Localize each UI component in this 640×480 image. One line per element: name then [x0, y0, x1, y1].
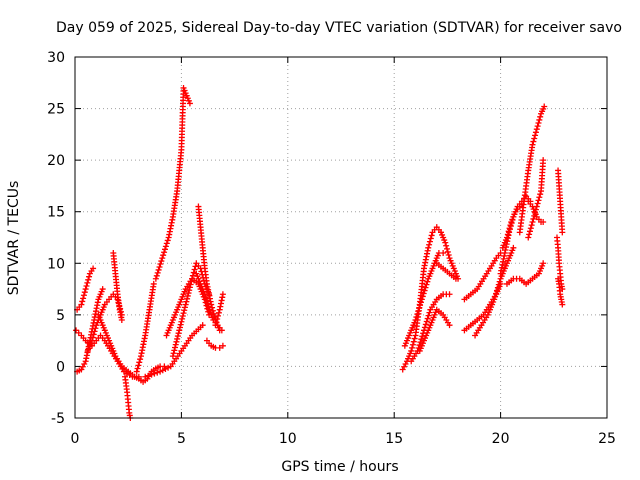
- data-point-markers: [433, 260, 459, 282]
- data-point-markers: [95, 311, 142, 380]
- x-tick-label: 0: [71, 431, 80, 447]
- series-track-25: [472, 244, 517, 339]
- series-track-30: [516, 103, 548, 236]
- data-point-markers: [461, 249, 504, 303]
- data-point-markers: [401, 249, 447, 349]
- data-marks: [73, 84, 566, 421]
- series-track-31: [525, 157, 547, 241]
- series-track-3: [74, 265, 97, 313]
- series-track-8: [131, 363, 168, 385]
- series-track-7: [122, 373, 134, 421]
- data-point-markers: [472, 244, 517, 339]
- data-point-markers: [438, 229, 462, 282]
- data-point-markers: [553, 234, 566, 293]
- chart-title: Day 059 of 2025, Sidereal Day-to-day VTE…: [56, 20, 622, 36]
- series-track-19: [401, 249, 447, 349]
- series-track-34: [555, 275, 566, 308]
- series-track-32: [555, 167, 566, 236]
- series-track-21: [416, 306, 453, 354]
- data-point-markers: [408, 291, 453, 365]
- data-point-markers: [555, 275, 566, 308]
- x-axis-label: GPS time / hours: [281, 459, 398, 475]
- series-track-9: [133, 280, 157, 375]
- y-tick-label: 15: [47, 205, 65, 221]
- series-track-5: [95, 311, 142, 380]
- series-track-33: [553, 234, 566, 293]
- series-track-10: [152, 84, 193, 282]
- y-axis-label: SDTVAR / TECUs: [6, 181, 22, 296]
- axis-ticks: 0 5 10 15 20 25 -5 0 5 10 15 20 25 30: [47, 50, 616, 447]
- series-track-6: [110, 249, 125, 324]
- series-track-17: [212, 291, 226, 329]
- y-tick-label: -5: [51, 411, 65, 427]
- data-point-markers: [133, 280, 157, 375]
- series-track-22: [438, 229, 462, 282]
- data-point-markers: [503, 260, 547, 287]
- data-point-markers: [212, 291, 226, 329]
- x-tick-label: 20: [492, 431, 510, 447]
- y-tick-label: 0: [56, 359, 65, 375]
- y-tick-label: 30: [47, 50, 65, 66]
- x-tick-label: 25: [598, 431, 616, 447]
- y-tick-label: 10: [47, 256, 65, 272]
- series-track-26: [461, 249, 504, 303]
- y-tick-label: 5: [56, 308, 65, 324]
- data-point-markers: [525, 157, 547, 241]
- data-point-markers: [516, 103, 548, 236]
- y-tick-label: 25: [47, 102, 65, 118]
- data-point-markers: [203, 337, 226, 351]
- data-point-markers: [74, 265, 97, 313]
- plot-frame: [74, 56, 608, 419]
- y-tick-label: 20: [47, 153, 65, 169]
- series-track-11: [142, 322, 206, 380]
- series-track-16: [203, 337, 226, 351]
- series-track-23: [433, 260, 459, 282]
- x-tick-label: 15: [385, 431, 403, 447]
- data-point-markers: [110, 249, 125, 324]
- data-point-markers: [131, 363, 168, 385]
- x-tick-label: 5: [177, 431, 186, 447]
- data-point-markers: [555, 167, 566, 236]
- series-track-29: [503, 260, 547, 287]
- series-track-20: [408, 291, 453, 365]
- x-tick-label: 10: [279, 431, 297, 447]
- data-point-markers: [152, 84, 193, 282]
- data-point-markers: [122, 373, 134, 421]
- data-point-markers: [416, 306, 453, 354]
- data-point-markers: [142, 322, 206, 380]
